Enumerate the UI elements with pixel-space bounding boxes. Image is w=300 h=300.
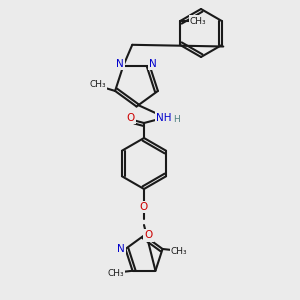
Text: O: O <box>140 202 148 212</box>
Text: CH₃: CH₃ <box>171 248 188 256</box>
Text: NH: NH <box>156 112 172 123</box>
Text: N: N <box>116 59 124 69</box>
Text: CH₃: CH₃ <box>108 269 124 278</box>
Text: CH₃: CH₃ <box>90 80 106 88</box>
Text: O: O <box>144 230 153 241</box>
Text: N: N <box>117 244 125 254</box>
Text: CH₃: CH₃ <box>190 16 206 26</box>
Text: O: O <box>126 112 135 123</box>
Text: H: H <box>173 115 179 124</box>
Text: N: N <box>149 59 157 69</box>
